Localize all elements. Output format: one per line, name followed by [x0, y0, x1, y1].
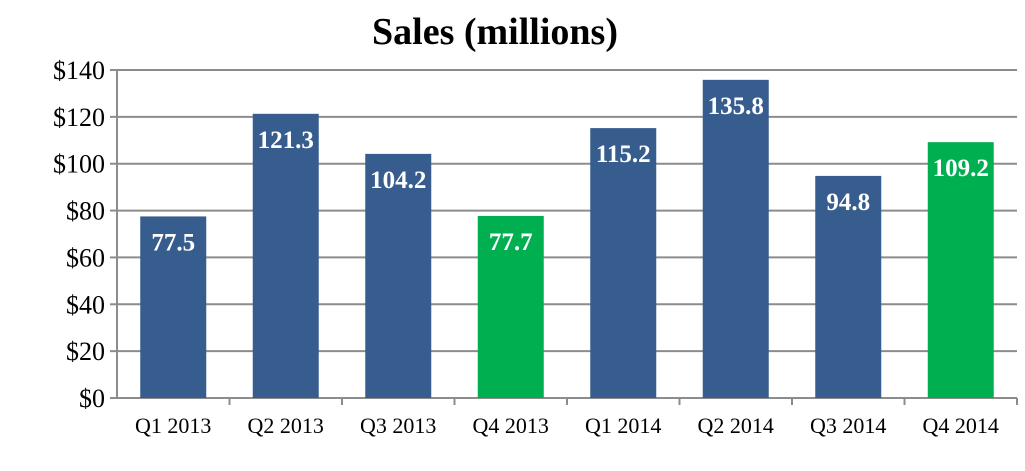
- y-tick-label: $140: [53, 56, 105, 85]
- bar: [365, 153, 432, 398]
- chart-title: Sales (millions): [372, 11, 618, 53]
- x-tick-label: Q1 2013: [135, 413, 211, 438]
- bar: [140, 216, 207, 398]
- x-tick-label: Q2 2013: [248, 413, 324, 438]
- x-tick-label: Q4 2014: [923, 413, 999, 438]
- bar: [477, 215, 544, 398]
- data-label: 109.2: [933, 155, 989, 182]
- x-tick-label: Q4 2013: [473, 413, 549, 438]
- x-tick-label: Q3 2014: [810, 413, 886, 438]
- data-label: 77.7: [489, 229, 533, 256]
- x-tick-label: Q3 2013: [360, 413, 436, 438]
- data-label: 94.8: [826, 189, 870, 216]
- data-label: 104.2: [370, 167, 426, 194]
- bar: [702, 79, 769, 398]
- data-label: 77.5: [151, 229, 195, 256]
- bar: [252, 113, 319, 398]
- bar: [815, 175, 882, 398]
- y-tick-label: $80: [66, 197, 105, 226]
- data-label: 135.8: [708, 93, 764, 120]
- x-tick-label: Q2 2014: [698, 413, 774, 438]
- data-label: 115.2: [596, 141, 651, 168]
- data-label: 121.3: [258, 127, 314, 154]
- y-tick-label: $100: [53, 150, 105, 179]
- bar: [927, 142, 994, 398]
- y-tick-label: $60: [66, 243, 105, 272]
- y-tick-label: $120: [53, 103, 105, 132]
- y-tick-label: $40: [66, 290, 105, 319]
- x-tick-label: Q1 2014: [585, 413, 661, 438]
- bar: [590, 128, 657, 399]
- y-tick-label: $0: [79, 384, 105, 413]
- y-tick-label: $20: [66, 337, 105, 366]
